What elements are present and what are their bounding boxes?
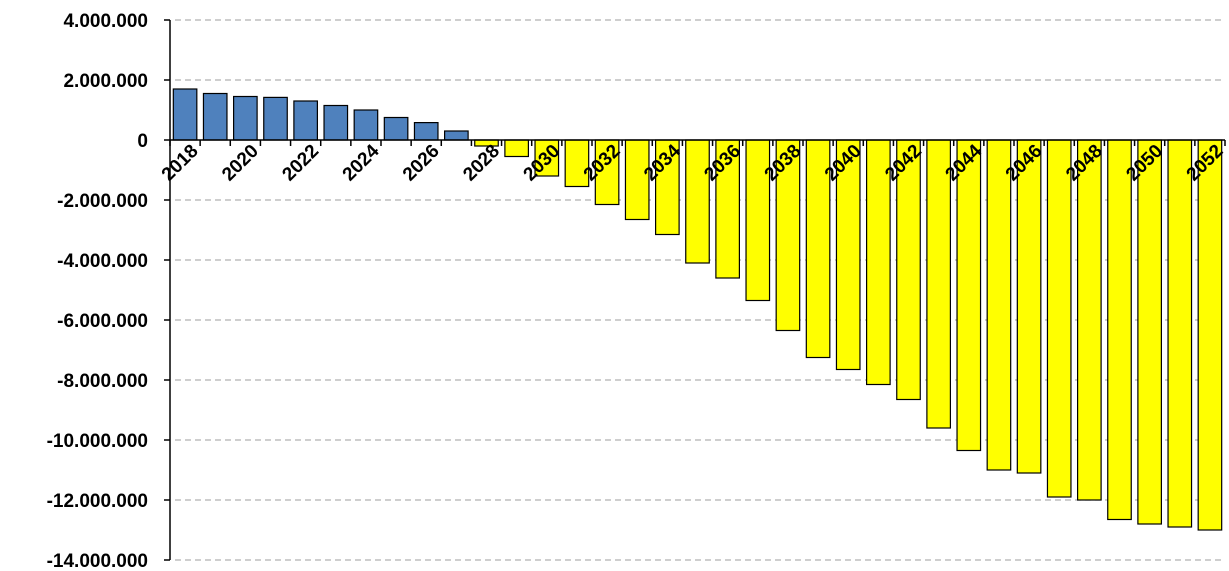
bar-2050 — [1137, 139, 1162, 525]
bar-2044 — [956, 139, 982, 452]
bar-2047 — [1046, 139, 1072, 498]
bar-2033 — [624, 139, 650, 221]
x-tick-label: 2018 — [158, 141, 203, 186]
bar-2051 — [1167, 139, 1193, 528]
y-tick-label: -2.000.000 — [57, 191, 148, 212]
x-tick-label: 2022 — [278, 141, 323, 186]
bar-2022 — [293, 100, 318, 141]
bar-2027 — [444, 130, 469, 141]
bar-2021 — [263, 96, 288, 141]
x-tick-label: 2028 — [459, 141, 504, 186]
bar-2019 — [202, 92, 228, 141]
x-tick-label: 2024 — [339, 140, 384, 185]
y-tick-label: -10.000.000 — [47, 431, 148, 452]
bar-2029 — [504, 139, 529, 158]
y-tick-label: 0 — [137, 131, 148, 152]
x-tick-label: 2020 — [218, 141, 263, 186]
y-tick-label: -12.000.000 — [47, 491, 148, 512]
y-tick-label: -8.000.000 — [57, 371, 148, 392]
bar-2025 — [383, 116, 409, 141]
y-tick-label: -6.000.000 — [57, 311, 148, 332]
bar-2043 — [926, 139, 951, 429]
bar-2052 — [1197, 139, 1223, 531]
y-tick-label: 2.000.000 — [63, 71, 148, 92]
y-tick-label: -4.000.000 — [57, 251, 148, 272]
x-tick-label: 2026 — [399, 141, 444, 186]
bar-2023 — [323, 104, 349, 141]
y-tick-label: -14.000.000 — [47, 551, 148, 571]
bar-2045 — [986, 139, 1012, 471]
bar-2020 — [233, 95, 258, 141]
bar-2048 — [1077, 139, 1102, 501]
y-tick-label: 4.000.000 — [63, 11, 148, 32]
bar-2026 — [413, 121, 439, 141]
bar-2018 — [172, 88, 198, 141]
bar-2035 — [685, 139, 710, 264]
bar-2046 — [1016, 139, 1042, 474]
bar-2024 — [353, 109, 379, 141]
bar-2049 — [1107, 139, 1132, 521]
bar-2031 — [564, 139, 590, 188]
